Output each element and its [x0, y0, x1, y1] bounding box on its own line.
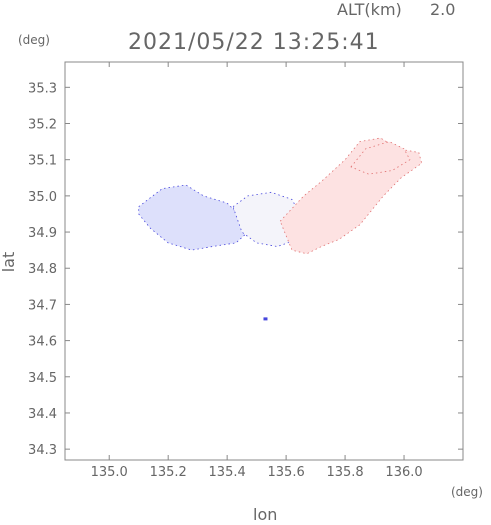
y-tick-label: 35.0: [28, 190, 57, 205]
x-unit-label: (deg): [451, 485, 483, 499]
y-tick-label: 35.2: [28, 118, 57, 133]
y-tick-label: 34.9: [28, 226, 57, 241]
y-tick-label: 34.3: [28, 443, 57, 458]
x-tick-label: 135.2: [150, 465, 187, 480]
y-axis-ticks: 34.3 34.4 34.5 34.6 34.7 34.8 34.9 35.0 35.1 35.2…: [28, 81, 463, 458]
echo-point: [263, 317, 268, 321]
x-axis-ticks: 135.0 135.2 135.4 135.6 135.8 136.0: [91, 62, 423, 480]
y-tick-label: 34.5: [28, 371, 57, 386]
echo-regions: [138, 137, 423, 321]
x-tick-label: 135.6: [268, 465, 305, 480]
altitude-label: ALT(km): [337, 0, 402, 19]
x-tick-label: 136.0: [385, 465, 422, 480]
x-axis-title: lon: [253, 505, 277, 521]
altitude-value: 2.0: [430, 0, 455, 19]
chart-title-timestamp: 2021/05/22 13:25:41: [128, 30, 380, 55]
y-unit-label: (deg): [18, 33, 50, 47]
x-tick-label: 135.4: [209, 465, 246, 480]
y-tick-label: 35.1: [28, 154, 57, 169]
x-tick-label: 135.8: [326, 465, 363, 480]
echo-region-negative: [138, 184, 249, 251]
y-tick-label: 34.7: [28, 298, 57, 313]
echo-region-positive: [350, 141, 411, 175]
y-tick-label: 34.6: [28, 335, 57, 350]
y-tick-label: 35.3: [28, 81, 57, 96]
y-axis-title: lat: [0, 252, 18, 273]
plot-frame: [64, 61, 464, 461]
y-tick-label: 34.8: [28, 262, 57, 277]
y-tick-label: 34.4: [28, 407, 57, 422]
x-tick-label: 135.0: [91, 465, 128, 480]
